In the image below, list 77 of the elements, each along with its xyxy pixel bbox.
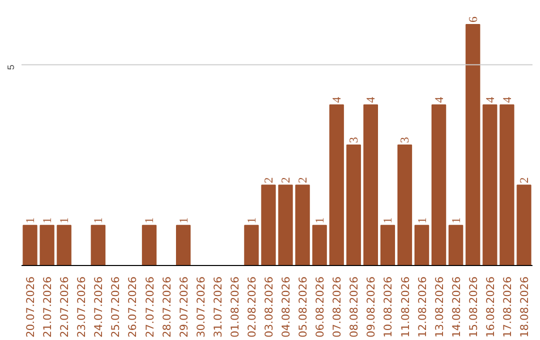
x-tick-label: 29.07.2026 [177,276,190,338]
bar [278,184,293,266]
x-tick-label: 13.08.2026 [432,276,446,338]
x-tick-label: 02.08.2026 [245,276,258,338]
data-label: 1 [312,217,327,224]
x-tick-label: 30.07.2026 [194,276,208,338]
x-tick-label: 18.08.2026 [518,276,531,338]
data-label: 1 [142,217,156,224]
bar [90,224,106,266]
x-tick-label: 15.08.2026 [466,276,480,338]
x-tick-label: 24.07.2026 [92,276,106,338]
x-tick-label: 12.08.2026 [416,276,429,338]
data-label: 1 [176,217,190,224]
x-tick-label: 23.07.2026 [75,276,88,338]
ref-line-label: 5 [6,64,16,70]
x-tick-label: 28.07.2026 [160,276,174,338]
x-tick-label: 10.08.2026 [382,276,395,338]
x-tick-label: 22.07.2026 [58,276,72,338]
x-tick-label: 11.08.2026 [398,276,412,338]
bar [397,144,412,266]
data-label: 2 [296,177,310,184]
bar [261,184,276,266]
x-tick-label: 01.08.2026 [228,276,242,338]
bar [448,224,464,266]
x-tick-label: 09.08.2026 [364,276,378,338]
bar [482,104,498,266]
data-label: 1 [91,217,106,224]
data-label: 4 [364,96,378,103]
data-label: 1 [57,217,72,224]
bar [56,224,72,266]
data-label: 2 [278,177,293,184]
data-label: 4 [482,96,497,103]
bar [363,104,378,266]
x-tick-label: 25.07.2026 [109,276,122,338]
x-tick-label: 14.08.2026 [450,276,463,338]
data-label: 1 [448,217,463,224]
bar [40,224,54,266]
x-tick-label: 20.07.2026 [24,276,38,338]
data-label: 3 [346,137,361,144]
x-tick-label: 26.07.2026 [126,276,140,338]
x-tick-label: 05.08.2026 [296,276,310,338]
data-label: 2 [261,177,276,184]
data-label: 4 [432,96,446,103]
bar [432,104,446,266]
bar [346,144,361,266]
x-tick-label: 04.08.2026 [280,276,293,338]
bar [244,224,259,266]
data-label: 1 [40,217,54,224]
x-tick-label: 07.08.2026 [330,276,344,338]
data-label: 1 [244,217,258,224]
data-label: 3 [398,137,412,144]
bar [312,224,327,266]
x-tick-label: 16.08.2026 [484,276,497,338]
bar [142,224,157,266]
data-label: 1 [380,217,395,224]
data-label: 2 [516,177,531,184]
bar [329,104,344,266]
x-tick-label: 08.08.2026 [348,276,361,338]
x-tick-label: 03.08.2026 [262,276,276,338]
x-tick-label: 31.07.2026 [211,276,224,338]
data-label: 1 [23,217,38,224]
bar [295,184,310,266]
data-label: 1 [414,217,429,224]
bar [176,224,191,266]
bar [22,224,38,266]
bar [466,24,480,266]
x-tick-label: 17.08.2026 [500,276,514,338]
bar [500,104,514,266]
bar [414,224,430,266]
bar [516,184,532,266]
bar [380,224,396,266]
data-label: 4 [500,96,514,103]
data-label: 4 [330,96,344,103]
data-label: 6 [466,16,480,23]
x-tick-label: 06.08.2026 [314,276,327,338]
x-tick-label: 27.07.2026 [143,276,156,338]
x-tick-label: 21.07.2026 [41,276,54,338]
